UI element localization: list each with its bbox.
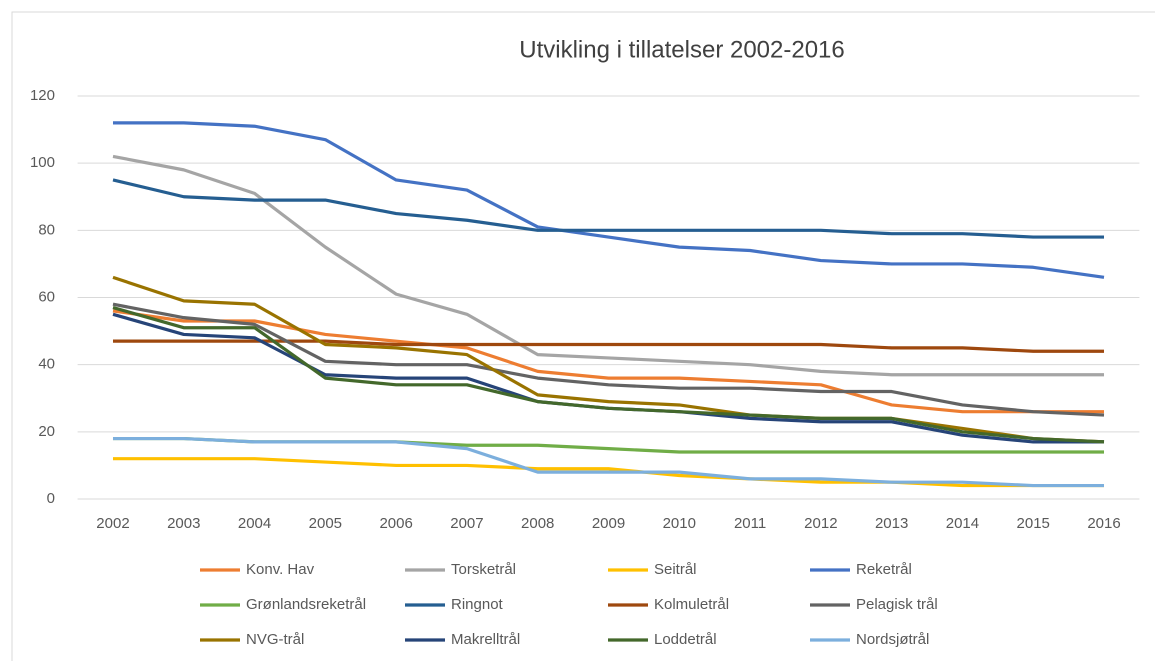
x-tick-label: 2008 (521, 515, 554, 532)
y-tick-label: 100 (30, 154, 55, 171)
x-tick-label: 2004 (238, 515, 271, 532)
series-line (112, 154, 1105, 377)
series-line (112, 309, 1105, 414)
legend-label: Ringnot (451, 596, 504, 613)
series-line (112, 178, 1105, 239)
x-tick-label: 2013 (875, 515, 908, 532)
chart-frame (11, 11, 1155, 661)
x-tick-label: 2002 (96, 515, 129, 532)
x-tick-label: 2015 (1017, 515, 1050, 532)
legend-label: Reketrål (856, 561, 912, 578)
legend-label: Loddetrål (654, 631, 717, 648)
y-tick-label: 40 (38, 356, 55, 373)
legend-label: Nordsjøtrål (856, 631, 929, 648)
series-line (112, 436, 1105, 488)
x-tick-label: 2011 (734, 515, 766, 532)
series-line (112, 457, 1105, 488)
x-tick-label: 2003 (167, 515, 200, 532)
x-tick-label: 2010 (663, 515, 696, 532)
legend-label: Konv. Hav (246, 561, 315, 578)
series-line (112, 275, 1105, 444)
legend-label: Grønlandsreketrål (246, 596, 366, 613)
y-tick-label: 120 (30, 87, 55, 104)
legend-label: Seitrål (654, 561, 697, 578)
x-tick-label: 2014 (946, 515, 979, 532)
series-line (112, 339, 1105, 353)
y-tick-label: 80 (38, 221, 55, 238)
legend-label: Pelagisk trål (856, 596, 938, 613)
x-tick-label: 2007 (450, 515, 483, 532)
x-tick-label: 2012 (804, 515, 837, 532)
legend-label: Makrelltrål (451, 631, 520, 648)
y-tick-label: 60 (38, 288, 55, 305)
series-line (112, 302, 1105, 417)
y-tick-label: 0 (47, 490, 55, 507)
x-tick-label: 2006 (379, 515, 412, 532)
y-tick-label: 20 (38, 423, 55, 440)
x-tick-label: 2016 (1087, 515, 1120, 532)
x-tick-label: 2009 (592, 515, 625, 532)
chart-title: Utvikling i tillatelser 2002-2016 (519, 36, 845, 63)
x-tick-label: 2005 (309, 515, 342, 532)
legend-label: Kolmuletrål (654, 596, 729, 613)
series-line (112, 306, 1105, 444)
series-line (112, 121, 1105, 279)
legend-label: Torsketrål (451, 561, 516, 578)
legend-label: NVG-trål (246, 631, 304, 648)
